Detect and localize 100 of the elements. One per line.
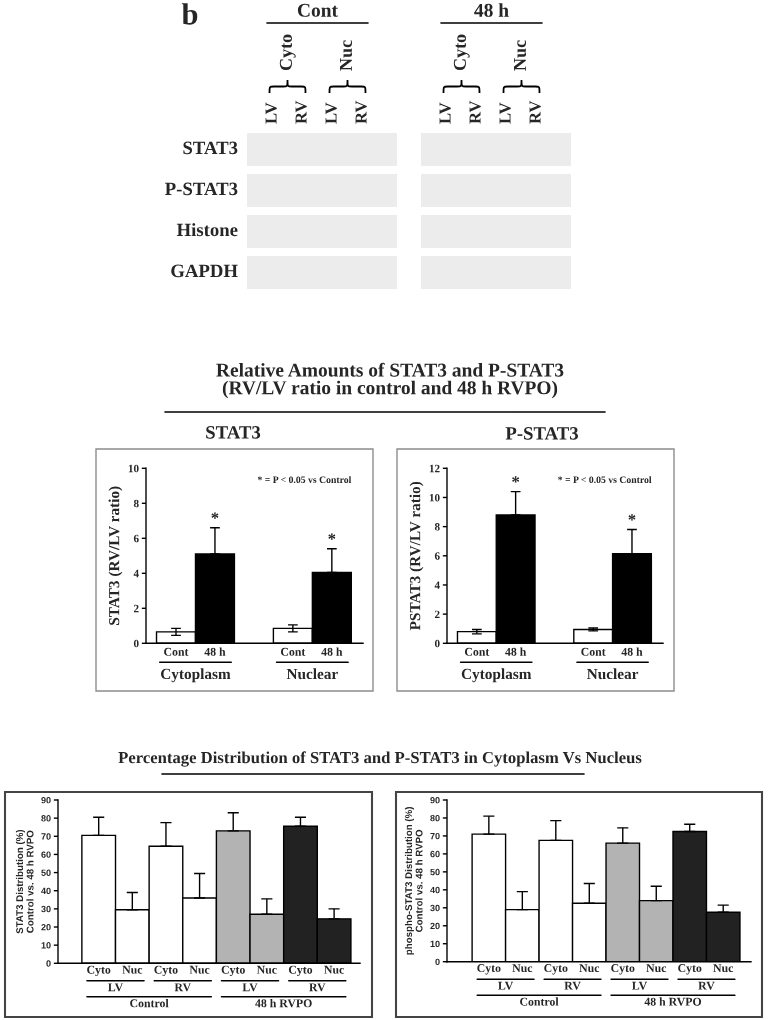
y-tick-label: 40 xyxy=(41,887,51,895)
text: Cyto xyxy=(279,34,296,71)
annotation: * = P < 0.05 vs Control xyxy=(257,476,352,484)
text: Cytoplasm xyxy=(461,668,532,683)
text: RV xyxy=(698,981,715,990)
x-tick-label: Nuc xyxy=(646,964,667,973)
y-tick-label: 90 xyxy=(41,796,51,804)
category-label: LV xyxy=(265,102,277,124)
y-tick-label: 80 xyxy=(430,814,440,822)
text: LV xyxy=(498,981,514,990)
x-tick-label: Cyto xyxy=(477,964,501,975)
y-axis-title: phospho-STAT3 Distribution (%) Control vs. 48 h RVPO xyxy=(404,806,423,955)
text: LV xyxy=(632,981,648,990)
y-tick-label: 0 xyxy=(434,639,440,648)
y-tick-label: 90 xyxy=(430,796,440,804)
text: Nuclear xyxy=(286,668,338,680)
text: Relative Amounts of STAT3 and P-STAT3 (RV/LV ratio in control and 48 h RVPO) xyxy=(216,362,564,399)
x-tick-label: Cyto xyxy=(87,965,111,977)
text: 48 h RVPO xyxy=(644,997,702,1006)
y-tick-label: 10 xyxy=(128,464,139,473)
annotation: * = P < 0.05 vs Control xyxy=(558,476,652,484)
x-tick-label: Cyto xyxy=(678,964,702,975)
text: Nuc xyxy=(514,40,527,71)
chart-title: P-STAT3 xyxy=(505,427,578,440)
y-axis-title: STAT3 Distribution (%) Control vs. 48 h RVPO xyxy=(15,829,34,934)
text: LV xyxy=(108,983,124,992)
y-axis-title: PSTAT3 (RV/LV ratio) xyxy=(409,481,424,631)
text: RV xyxy=(309,983,326,992)
x-tick-label: Cont xyxy=(581,647,606,656)
y-tick-label: 40 xyxy=(430,886,440,894)
x-tick-label: Nuc xyxy=(324,965,344,974)
category-label: GAPDH xyxy=(171,264,238,278)
y-tick-label: 60 xyxy=(430,850,440,858)
y-tick-label: 50 xyxy=(41,869,51,876)
text: Control xyxy=(520,997,559,1006)
y-tick-label: 70 xyxy=(430,832,440,840)
y-tick-label: 2 xyxy=(434,610,440,618)
x-tick-label: Cyto xyxy=(221,965,245,977)
text: LV xyxy=(242,983,258,992)
y-tick-label: 70 xyxy=(41,833,51,840)
data-label: * xyxy=(328,533,336,540)
y-tick-label: 4 xyxy=(434,581,440,589)
chart-title: STAT3 xyxy=(206,426,261,439)
category-label: Histone xyxy=(176,223,238,237)
y-tick-label: 50 xyxy=(430,868,440,876)
text: b xyxy=(181,3,198,25)
category-label: RV xyxy=(355,100,367,124)
category-label: P-STAT3 xyxy=(165,182,238,196)
category-label: LV xyxy=(439,102,451,124)
text: 48 h xyxy=(474,3,509,17)
text: RV xyxy=(174,983,191,992)
x-tick-label: Nuc xyxy=(189,965,210,974)
y-tick-label: 30 xyxy=(41,905,51,913)
x-tick-label: 48 h xyxy=(321,647,343,656)
x-tick-label: Cont xyxy=(164,647,189,656)
x-tick-label: Cyto xyxy=(611,964,635,975)
x-tick-label: 48 h xyxy=(204,647,226,656)
y-tick-label: 0 xyxy=(133,639,139,648)
x-tick-label: Nuc xyxy=(122,965,143,974)
y-tick-label: 30 xyxy=(430,904,440,912)
text: Nuclear xyxy=(587,668,639,680)
text: 48 h RVPO xyxy=(255,998,312,1008)
data-label: * xyxy=(211,512,219,519)
x-tick-label: Cyto xyxy=(288,965,313,977)
y-tick-label: 0 xyxy=(435,958,440,966)
y-tick-label: 0 xyxy=(46,960,51,967)
text: Control xyxy=(130,998,169,1008)
y-axis-title: STAT3 (RV/LV ratio) xyxy=(108,486,123,625)
y-tick-label: 10 xyxy=(429,493,440,502)
x-tick-label: 48 h xyxy=(505,647,527,656)
x-tick-label: Cont xyxy=(464,647,490,656)
text: Nuc xyxy=(340,40,353,71)
y-tick-label: 6 xyxy=(133,534,139,543)
y-tick-label: 8 xyxy=(133,499,139,508)
y-tick-label: 8 xyxy=(434,523,440,531)
text: Percentage Distribution of STAT3 and P-STAT3 in Cytoplasm Vs Nucleus xyxy=(118,751,642,767)
y-tick-label: 20 xyxy=(41,923,51,931)
category-label: LV xyxy=(499,102,511,124)
text: Cyto xyxy=(453,34,470,71)
y-tick-label: 2 xyxy=(133,604,139,613)
x-tick-label: 48 h xyxy=(621,647,643,656)
x-tick-label: Cyto xyxy=(544,964,568,975)
data-label: * xyxy=(512,476,520,483)
x-tick-label: Nuc xyxy=(256,965,277,974)
text: Cytoplasm xyxy=(161,668,231,683)
y-tick-label: 80 xyxy=(41,815,51,822)
x-tick-label: Nuc xyxy=(579,964,600,973)
category-label: LV xyxy=(325,102,337,124)
data-label: * xyxy=(628,514,636,521)
category-label: RV xyxy=(529,100,541,124)
y-tick-label: 12 xyxy=(429,464,440,473)
category-label: RV xyxy=(295,100,307,124)
y-tick-label: 60 xyxy=(41,851,51,858)
x-tick-label: Cont xyxy=(280,647,306,656)
y-tick-label: 4 xyxy=(133,569,139,578)
x-tick-label: Nuc xyxy=(512,964,533,973)
y-tick-label: 10 xyxy=(430,940,440,948)
y-tick-label: 10 xyxy=(41,942,51,949)
x-tick-label: Cyto xyxy=(154,965,178,977)
x-tick-label: Nuc xyxy=(713,964,734,973)
